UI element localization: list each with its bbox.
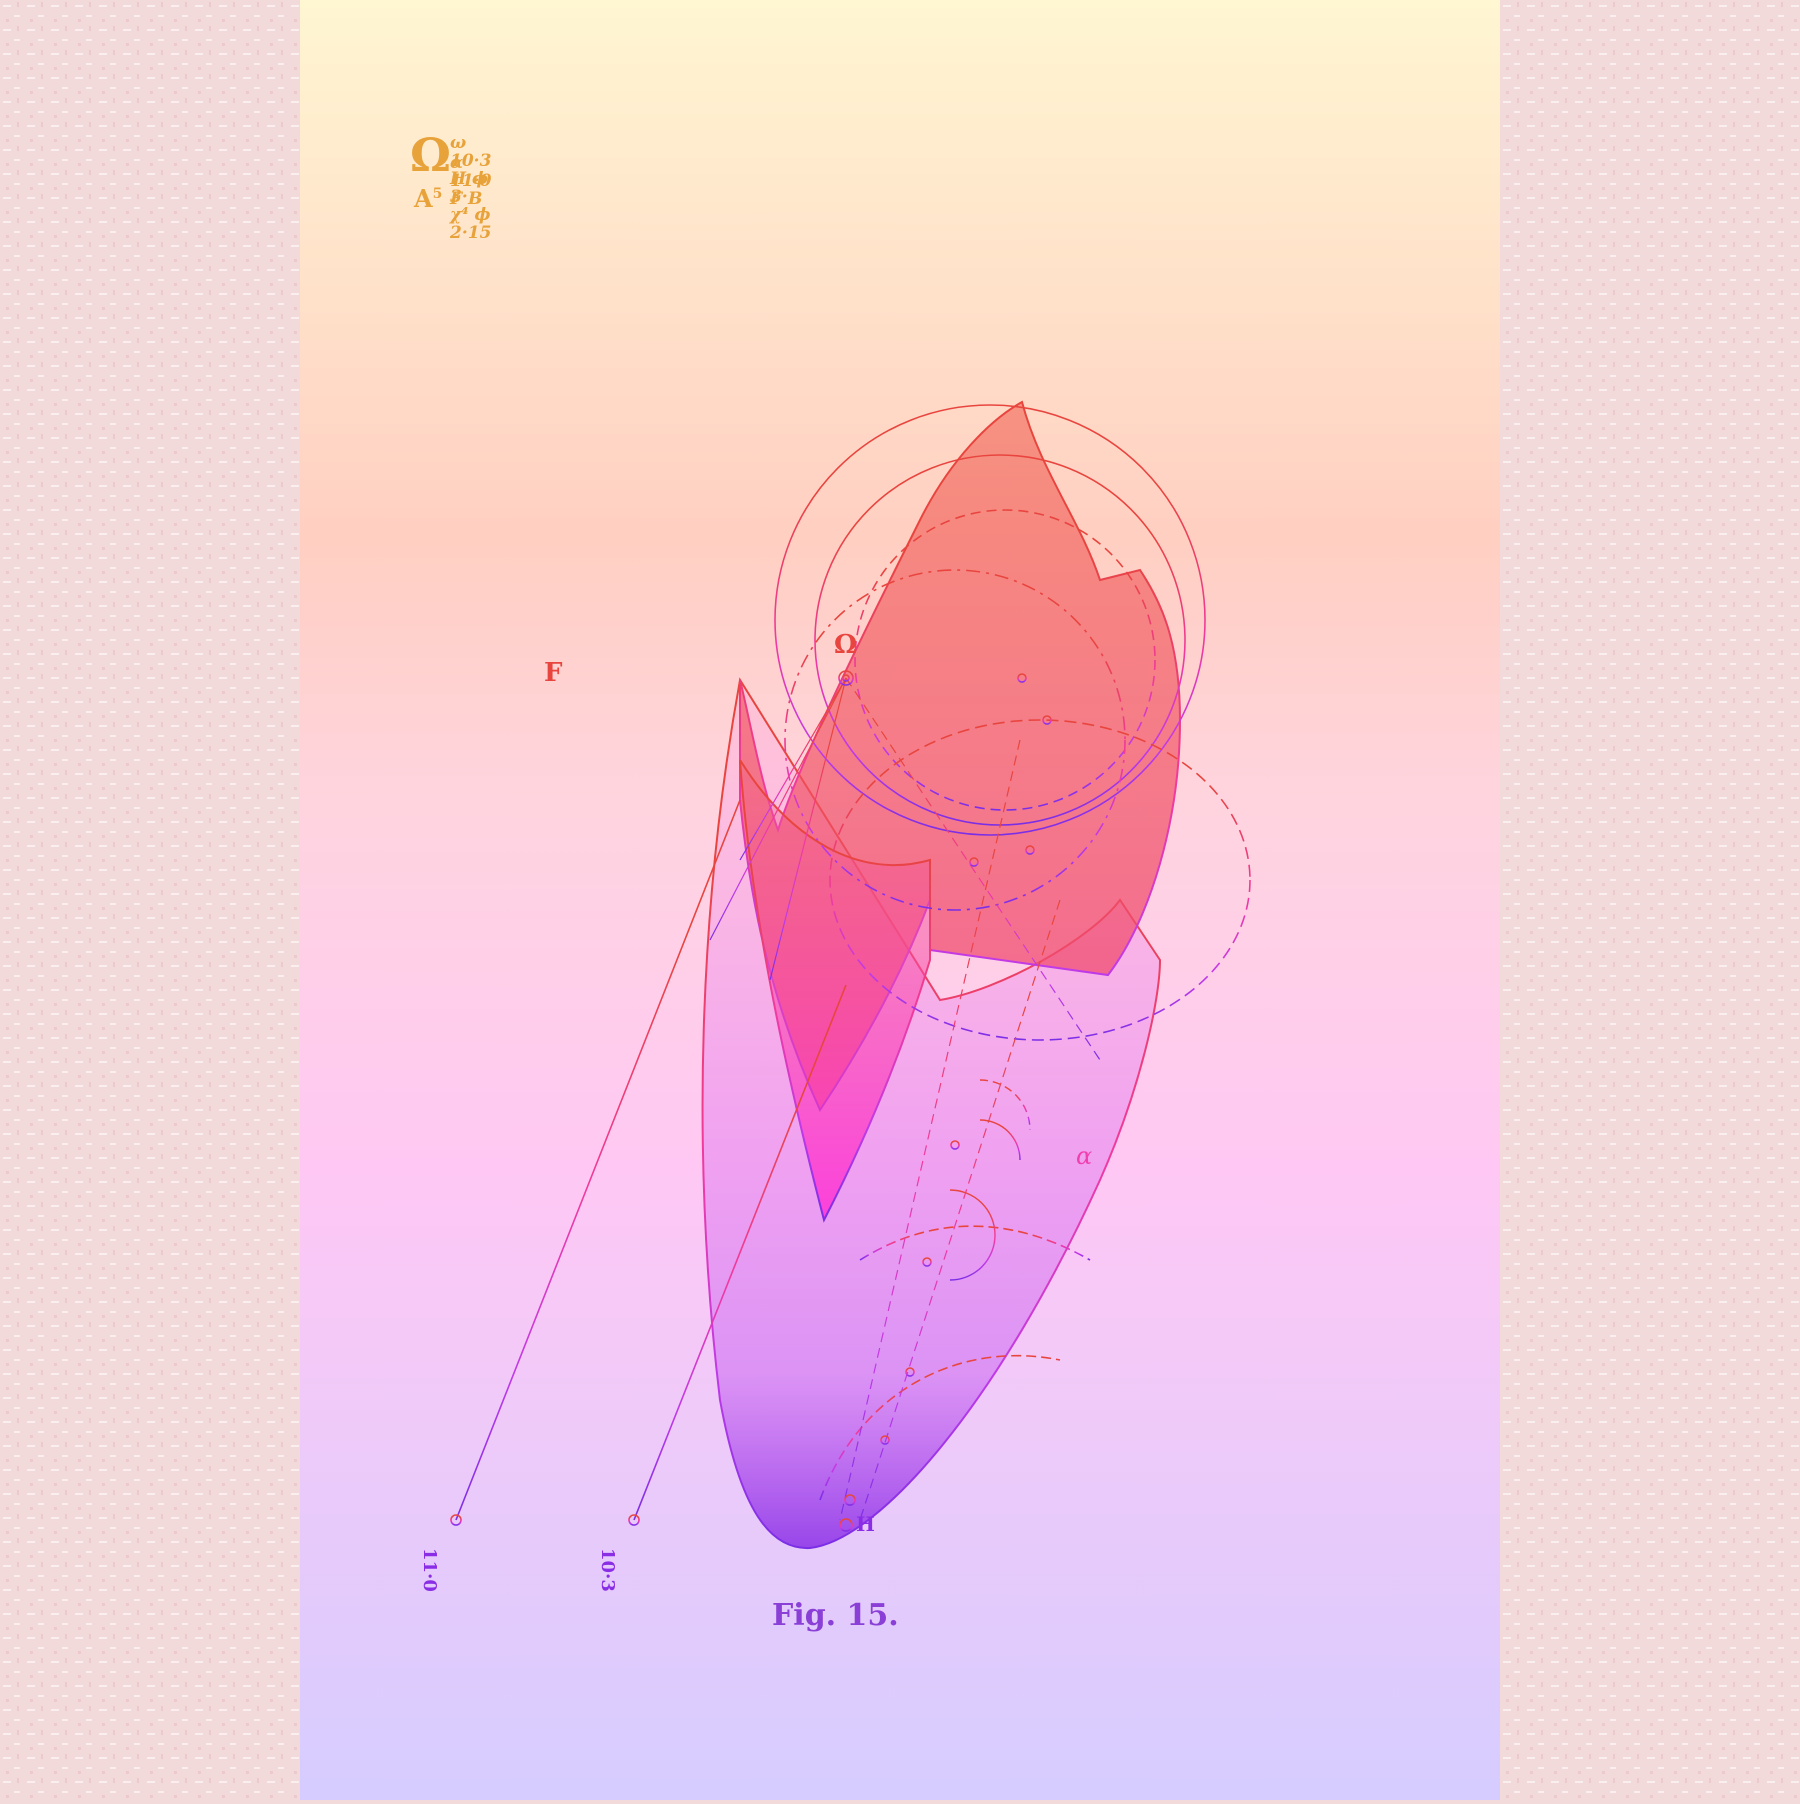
- left-background-texture: [0, 0, 300, 1800]
- construction-circles: [774, 404, 1251, 1501]
- label-omega: Ω: [834, 630, 858, 660]
- diagram-svg: [300, 0, 1500, 1800]
- label-F: F: [544, 658, 563, 688]
- tick-label-10-3: 10·3: [597, 1548, 618, 1592]
- formula-a: A5: [414, 184, 442, 213]
- figure-caption: Fig. 15.: [772, 1598, 899, 1633]
- right-background-texture: [1500, 0, 1800, 1800]
- figure-plate: Ω ω 10·3 H ϕ 3· χ⁴ ϕ 2·15 α 11·0 F B A5 …: [300, 0, 1500, 1800]
- section-ladder: [455, 799, 847, 1521]
- lower-wedge-surface: [739, 759, 931, 1223]
- semicircle-features: [949, 1079, 1031, 1281]
- tick-label-11-0: 11·0: [419, 1548, 440, 1592]
- label-alpha: α: [1076, 1142, 1093, 1170]
- vertical-axes: [845, 402, 1061, 1540]
- formula-a-letter: A: [414, 184, 433, 213]
- point-markers: [450, 670, 1052, 1532]
- f-axis: [500, 668, 1180, 679]
- formula-a-exponent: 5: [432, 186, 443, 202]
- formula-lower: α 11·0 F B: [450, 153, 492, 209]
- formula-upper: ω 10·3 H ϕ 3· χ⁴ ϕ 2·15: [450, 133, 492, 243]
- formula-omega: Ω: [410, 128, 451, 182]
- label-H: H: [856, 1512, 875, 1536]
- radial-lines: [709, 677, 1101, 1521]
